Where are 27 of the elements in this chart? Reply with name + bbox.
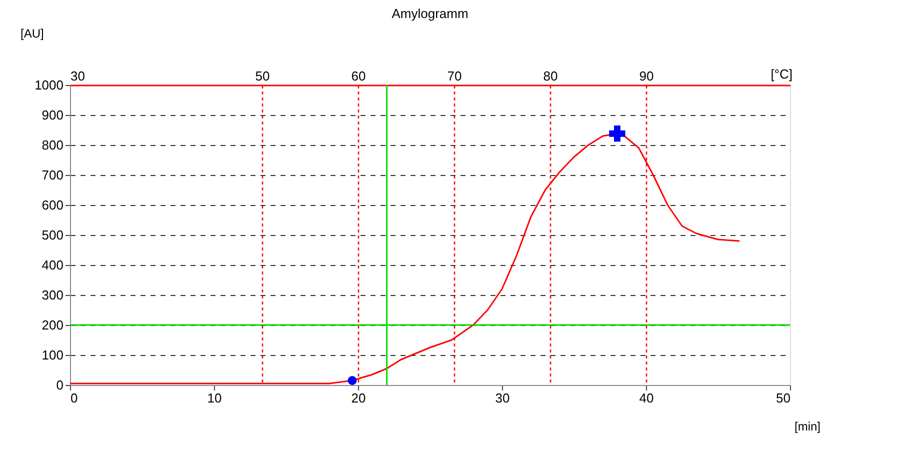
- y-tick-label: 1000: [34, 78, 64, 92]
- x-tick-label: 0: [70, 390, 78, 406]
- x-axis-title: [min]: [794, 420, 820, 434]
- x-tick-label: 20: [351, 390, 366, 406]
- y-tick-label: 300: [42, 288, 64, 302]
- x2-tick-label: 70: [447, 68, 462, 84]
- x2-tick-label: 80: [543, 68, 558, 84]
- y-tick-label: 400: [42, 258, 64, 272]
- x-tick-label: 30: [495, 390, 510, 406]
- x2-tick-label: 30: [70, 68, 85, 84]
- y-axis-title: [AU]: [20, 26, 44, 40]
- y-tick-label: 800: [42, 138, 64, 152]
- y-tick-label: 100: [42, 348, 64, 362]
- chart-title: Amylogramm: [392, 6, 468, 21]
- x2-tick-label: 50: [255, 68, 270, 84]
- x2-tick-label: 90: [639, 68, 654, 84]
- x-tick-label: 40: [639, 390, 654, 406]
- y-tick-label: 200: [42, 318, 64, 332]
- x2-axis-title: [°C]: [770, 66, 792, 82]
- x2-tick-label: 60: [351, 68, 366, 84]
- x-tick-label: 50: [776, 390, 790, 406]
- y-tick-label: 700: [42, 168, 64, 182]
- y-tick-label: 600: [42, 198, 64, 212]
- y-tick-label: 500: [42, 228, 64, 242]
- y-tick-label: 900: [42, 108, 64, 122]
- y-tick-label: 0: [56, 378, 64, 392]
- x-tick-label: 10: [207, 390, 222, 406]
